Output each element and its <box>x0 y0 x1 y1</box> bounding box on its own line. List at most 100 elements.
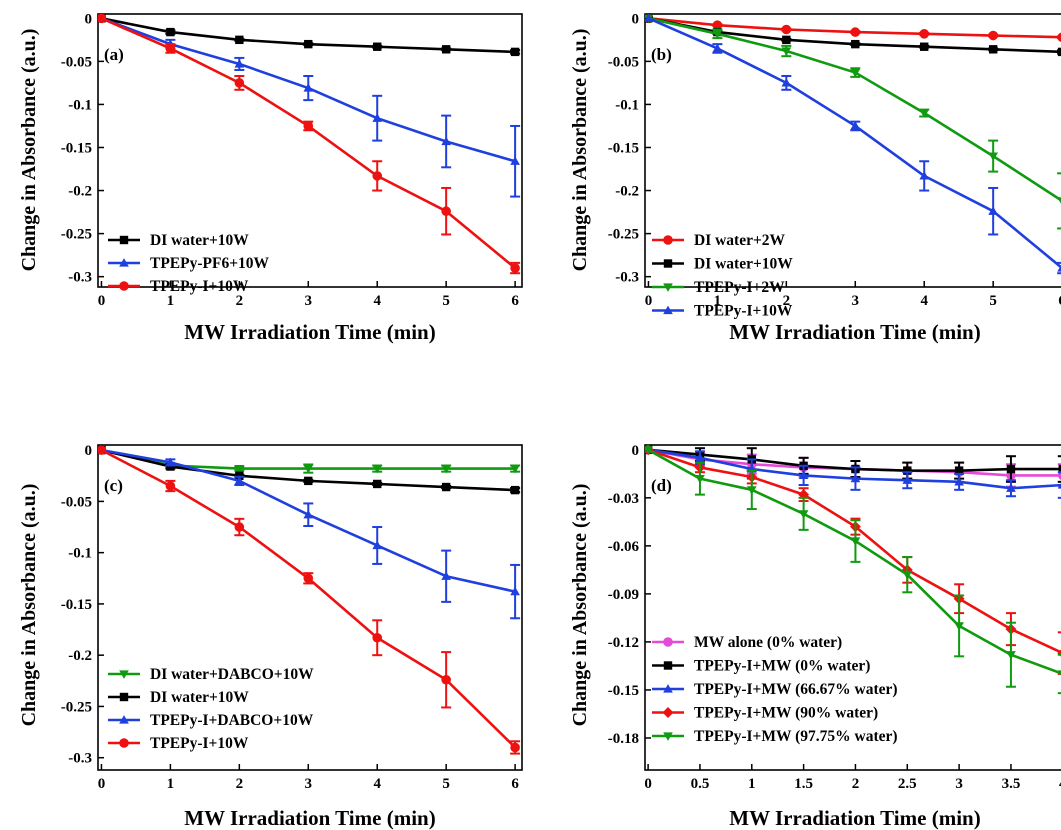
legend-marker <box>119 715 129 724</box>
panel-label: (b) <box>651 45 672 64</box>
data-point <box>510 742 520 753</box>
x-tick-label: 2 <box>236 776 244 792</box>
legend-label: TPEPy-I+10W <box>150 735 249 752</box>
x-tick-label: 4 <box>373 293 381 309</box>
data-point <box>510 263 520 273</box>
series-0 <box>98 14 521 57</box>
series-2 <box>645 14 1061 230</box>
legend-marker <box>119 281 129 291</box>
data-point <box>165 481 176 491</box>
legend-marker <box>663 235 673 245</box>
data-point <box>166 27 175 37</box>
legend-marker <box>119 670 129 679</box>
legend-label: DI water+10W <box>694 256 793 273</box>
y-tick-label: -0.05 <box>61 54 92 70</box>
y-tick-label: -0.05 <box>61 494 92 510</box>
data-point <box>234 476 245 485</box>
y-axis-title: Change in Absorbance (a.u.) <box>569 29 591 272</box>
legend-item: MW alone (0% water) <box>652 634 842 651</box>
y-tick-label: -0.1 <box>68 97 92 113</box>
data-point <box>372 464 383 474</box>
y-tick-label: -0.2 <box>615 184 639 200</box>
series-3 <box>98 445 521 755</box>
data-point <box>441 45 451 54</box>
data-point <box>798 510 809 519</box>
data-point <box>373 42 382 51</box>
x-axis-title: MW Irradiation Time (min) <box>184 320 435 344</box>
data-point <box>1057 47 1061 57</box>
data-point <box>850 121 861 130</box>
data-point <box>441 571 451 580</box>
y-tick-label: -0.15 <box>61 140 92 156</box>
legend-item: DI water+10W <box>108 232 249 249</box>
legend-marker <box>663 305 673 315</box>
data-point <box>902 571 913 580</box>
x-tick-label: 0 <box>644 776 652 792</box>
legend-item: TPEPy-I+10W <box>108 735 249 752</box>
data-point <box>851 39 860 49</box>
x-tick-label: 3 <box>305 776 313 792</box>
data-point <box>441 464 451 474</box>
x-tick-label: 2.5 <box>898 776 917 792</box>
series-1 <box>98 445 521 495</box>
series-2 <box>98 445 521 620</box>
data-point <box>441 482 451 492</box>
data-point <box>746 486 757 495</box>
data-point <box>303 121 314 131</box>
legend-marker <box>663 732 673 741</box>
plot-frame <box>97 444 523 771</box>
x-tick-label: 2 <box>236 293 244 309</box>
data-point <box>166 462 175 471</box>
data-point <box>373 479 382 489</box>
legend-item: DI water+10W <box>652 256 793 273</box>
data-point <box>98 445 107 455</box>
y-tick-label: -0.3 <box>68 270 92 286</box>
plot-frame <box>644 444 1061 771</box>
data-point <box>441 674 451 685</box>
legend: DI water+10W TPEPy-PF6+10W TPEPy-I+10W <box>108 232 270 295</box>
legend-label: TPEPy-I+MW (90% water) <box>694 705 878 722</box>
legend-label: TPEPy-I+10W <box>150 278 249 295</box>
x-axis-title: MW Irradiation Time (min) <box>729 320 980 344</box>
data-point <box>988 206 998 215</box>
data-point <box>988 45 998 54</box>
y-tick-label: -0.18 <box>608 731 639 747</box>
series-2 <box>98 14 521 275</box>
y-tick-label: -0.1 <box>68 546 92 562</box>
y-axis-title: Change in Absorbance (a.u.) <box>18 29 40 272</box>
data-point <box>303 83 314 92</box>
data-point <box>1057 265 1061 272</box>
y-tick-label: 0 <box>85 443 93 459</box>
data-point <box>850 537 861 546</box>
data-point <box>1006 651 1016 660</box>
legend-marker <box>119 692 129 702</box>
data-point <box>850 27 861 37</box>
data-point <box>645 14 654 22</box>
legend-label: TPEPy-I+MW (97.75% water) <box>694 728 898 745</box>
legend-marker <box>119 235 129 245</box>
x-tick-label: 3 <box>305 293 313 309</box>
data-point <box>303 464 314 474</box>
plot-area <box>98 14 521 275</box>
data-point <box>1057 483 1061 489</box>
panel-label: (c) <box>104 476 123 495</box>
y-tick-label: -0.06 <box>608 539 640 555</box>
panel-label: (d) <box>651 476 672 495</box>
data-point <box>919 29 930 39</box>
data-point <box>954 476 964 486</box>
x-tick-label: 4 <box>920 293 928 309</box>
data-point <box>798 470 809 480</box>
y-tick-label: -0.15 <box>608 683 639 699</box>
y-tick-label: -0.3 <box>68 751 92 767</box>
legend-item: DI water+10W <box>108 689 249 706</box>
legend-label: MW alone (0% water) <box>694 634 842 651</box>
plot-area <box>645 14 1061 275</box>
data-point <box>988 152 998 161</box>
x-tick-label: 5 <box>989 293 997 309</box>
series-1 <box>645 445 1061 483</box>
legend: DI water+2W DI water+10W TPEPy-I+2W TPEPy-I… <box>652 232 793 320</box>
legend-marker <box>663 259 673 268</box>
data-point <box>372 171 383 181</box>
data-point <box>98 14 107 24</box>
panel-b: 0 1 2 3 4 5 6 0 -0.05 -0.1 -0.15 -0.2 -0.25 -0.3 MW Ir… <box>569 11 1061 344</box>
